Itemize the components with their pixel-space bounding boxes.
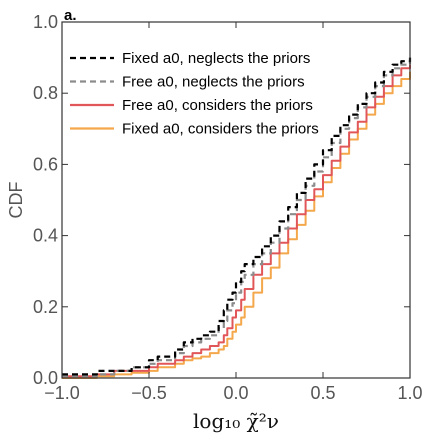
x-tick-label: −1.0 (44, 383, 80, 403)
tick-layer: −1.0 −0.5 0.0 0.5 1.0 0.0 0.2 0.4 0.6 0.8 1.0 (33, 12, 423, 403)
legend-label-2: Free a0, neglects the priors (122, 74, 305, 91)
panel-label: a. (64, 7, 77, 24)
x-tick-label: 1.0 (397, 383, 422, 403)
legend: Fixed a0, neglects the priors Free a0, ne… (70, 50, 319, 138)
y-tick-label: 0.4 (33, 226, 58, 246)
series-layer (62, 57, 412, 379)
y-tick-label: 0.0 (33, 368, 58, 388)
y-tick-label: 0.6 (33, 154, 58, 174)
legend-label-4: Fixed a0, considers the priors (122, 121, 319, 138)
legend-label-3: Free a0, considers the priors (122, 97, 313, 114)
y-tick-label: 0.8 (33, 83, 58, 103)
y-tick-label: 1.0 (33, 12, 58, 32)
x-tick-label: 0.5 (310, 383, 335, 403)
x-tick-label: 0.0 (223, 383, 248, 403)
x-tick-label: −0.5 (131, 383, 167, 403)
y-tick-label: 0.2 (33, 297, 58, 317)
x-axis-label: log₁₀ χ̃²ν (193, 409, 279, 433)
legend-label-1: Fixed a0, neglects the priors (122, 50, 310, 67)
y-axis-label: CDF (6, 182, 26, 219)
